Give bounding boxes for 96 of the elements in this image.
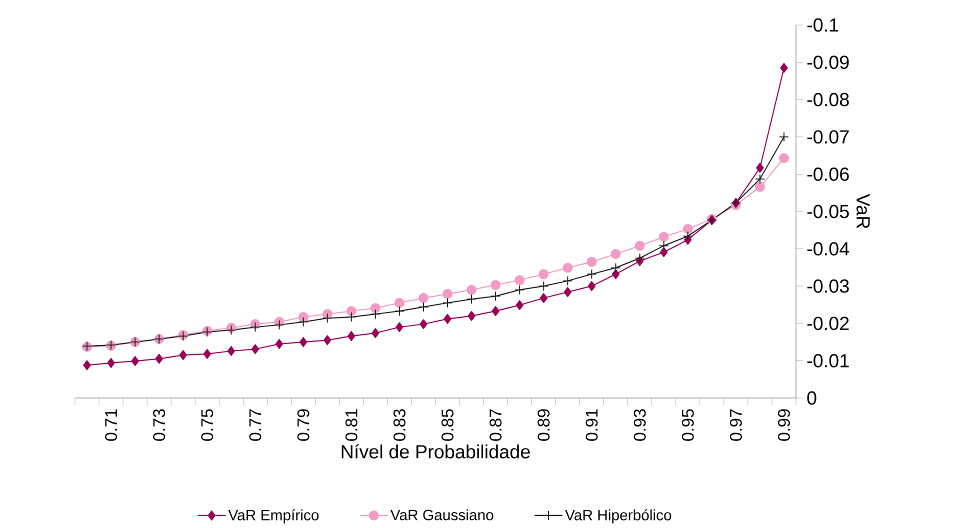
y-tick-label: -0.06 [807, 167, 849, 181]
point [634, 253, 645, 264]
point [490, 280, 501, 290]
point [780, 62, 788, 73]
point [348, 331, 356, 342]
point [468, 310, 476, 321]
point [492, 306, 500, 316]
point [418, 293, 428, 304]
y-tick-label: -0.07 [807, 130, 849, 144]
point [778, 153, 789, 164]
x-tick-label: 0.95 [682, 409, 694, 441]
point [610, 262, 621, 273]
x-tick-label: 0.71 [105, 409, 118, 441]
point [346, 306, 356, 316]
point [586, 269, 597, 280]
point [227, 346, 236, 356]
point [226, 325, 236, 336]
point [564, 287, 572, 298]
point [418, 302, 428, 312]
point [274, 320, 284, 330]
point [658, 232, 669, 242]
point [466, 284, 477, 295]
x-tick-label: 0.73 [153, 409, 166, 441]
point [756, 162, 764, 173]
point [682, 231, 693, 242]
legend-label: VaR Hiperbólico [565, 509, 672, 524]
point [466, 294, 477, 304]
point [322, 313, 332, 324]
point [396, 322, 404, 332]
point [778, 132, 789, 142]
point [660, 247, 668, 258]
point [540, 293, 548, 304]
y-tick-label: -0.05 [807, 204, 849, 218]
point [562, 276, 573, 286]
point [588, 281, 596, 292]
point [658, 240, 669, 251]
y-tick-label: -0.01 [807, 354, 849, 368]
y-tick-label: -0.1 [807, 18, 838, 32]
point [251, 344, 260, 354]
point [562, 262, 573, 273]
point [179, 350, 188, 360]
y-axis-title: VaR [856, 194, 870, 228]
point [370, 303, 380, 314]
x-axis-title: Nível de Probabilidade [342, 444, 530, 458]
x-tick-label: 0.91 [586, 409, 598, 441]
y-tick-label: -0.02 [807, 316, 849, 330]
legend-label: VaR Gaussiano [390, 509, 494, 520]
point [442, 288, 453, 299]
point [586, 256, 597, 267]
x-tick-label: 0.99 [778, 409, 790, 441]
point [298, 312, 308, 322]
x-tick-label: 0.81 [345, 409, 358, 441]
point [420, 319, 428, 330]
point [442, 298, 453, 308]
y-tick-label: -0.08 [807, 92, 849, 106]
x-tick-label: 0.77 [249, 409, 262, 441]
y-tick-label: 0 [807, 391, 816, 405]
x-tick-label: 0.75 [201, 409, 214, 441]
point [323, 335, 332, 346]
point [131, 356, 139, 366]
point [394, 298, 404, 308]
point [514, 284, 525, 295]
x-tick-label: 0.89 [538, 409, 550, 441]
point [490, 291, 501, 302]
point [83, 360, 91, 370]
x-tick-label: 0.79 [297, 409, 310, 441]
point [610, 249, 621, 260]
point [754, 182, 765, 192]
point [682, 224, 693, 234]
point [444, 314, 452, 324]
point [538, 269, 549, 280]
point [155, 354, 163, 364]
point [107, 358, 115, 368]
x-tick-label: 0.97 [730, 409, 742, 441]
y-tick-label: -0.04 [807, 242, 850, 256]
point [346, 312, 356, 322]
point [370, 309, 380, 320]
x-tick-label: 0.83 [393, 409, 406, 441]
x-tick-label: 0.85 [442, 409, 454, 441]
x-tick-label: 0.93 [634, 409, 646, 441]
point [516, 300, 524, 310]
y-tick-label: -0.09 [807, 56, 849, 69]
legend-label: VaR Empírico [228, 509, 319, 524]
point [298, 316, 308, 327]
point [299, 337, 308, 348]
point [394, 306, 404, 316]
y-tick-label: -0.03 [807, 279, 849, 293]
point [372, 328, 380, 338]
point [754, 174, 765, 184]
point [538, 281, 549, 292]
point [634, 240, 645, 251]
point [250, 322, 260, 332]
point [203, 348, 212, 359]
point [275, 338, 284, 349]
x-tick-label: 0.87 [490, 409, 502, 441]
point [514, 275, 525, 286]
